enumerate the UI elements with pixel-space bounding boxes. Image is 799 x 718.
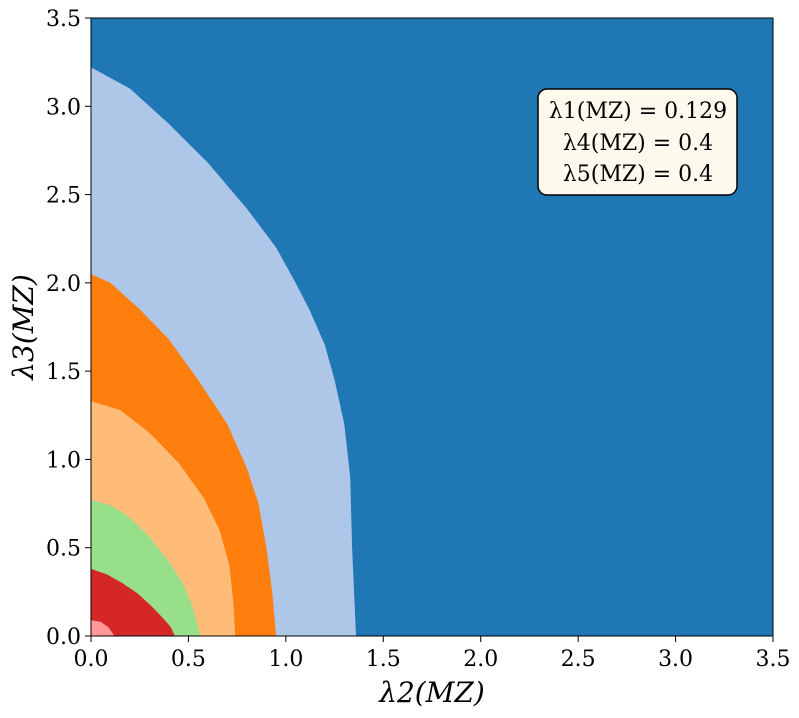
x-tick-label: 1.0 — [268, 647, 303, 672]
y-tick-label: 1.5 — [46, 360, 81, 385]
y-axis-label: λ3(MZ) — [7, 274, 40, 381]
contour-region-5 — [91, 568, 175, 636]
x-tick-label: 2.5 — [561, 647, 596, 672]
x-tick-label: 1.5 — [366, 647, 401, 672]
y-tick-label: 2.0 — [46, 272, 81, 297]
annotation-box-frame — [537, 88, 738, 196]
contour-region-6 — [91, 620, 115, 636]
x-tick-label: 0.5 — [171, 647, 206, 672]
y-tick-label: 3.0 — [46, 95, 81, 120]
annotation-line-lambda4: λ4(MZ) = 0.4 — [563, 131, 713, 156]
x-tick-label: 3.0 — [658, 647, 693, 672]
y-tick-label: 0.0 — [46, 625, 81, 650]
y-tick-label: 0.5 — [46, 537, 81, 562]
parameter-annotation-box: λ1(MZ) = 0.129 λ4(MZ) = 0.4 λ5(MZ) = 0.4 — [537, 88, 738, 196]
annotation-line-lambda1: λ1(MZ) = 0.129 — [549, 99, 727, 124]
x-axis-ticks: 0.0 0.5 1.0 1.5 2.0 2.5 3.0 3.5 — [74, 636, 791, 672]
x-tick-label: 0.0 — [74, 647, 109, 672]
y-tick-label: 2.5 — [46, 184, 81, 209]
y-axis-ticks: 0.0 0.5 1.0 1.5 2.0 2.5 3.0 3.5 — [46, 7, 91, 650]
x-tick-label: 2.0 — [463, 647, 498, 672]
annotation-line-lambda5: λ5(MZ) = 0.4 — [563, 162, 713, 187]
plot-frame — [90, 17, 774, 637]
x-tick-label: 3.5 — [756, 647, 791, 672]
x-axis-label: λ2(MZ) — [378, 676, 485, 709]
y-tick-label: 1.0 — [46, 448, 81, 473]
y-tick-label: 3.5 — [46, 7, 81, 32]
